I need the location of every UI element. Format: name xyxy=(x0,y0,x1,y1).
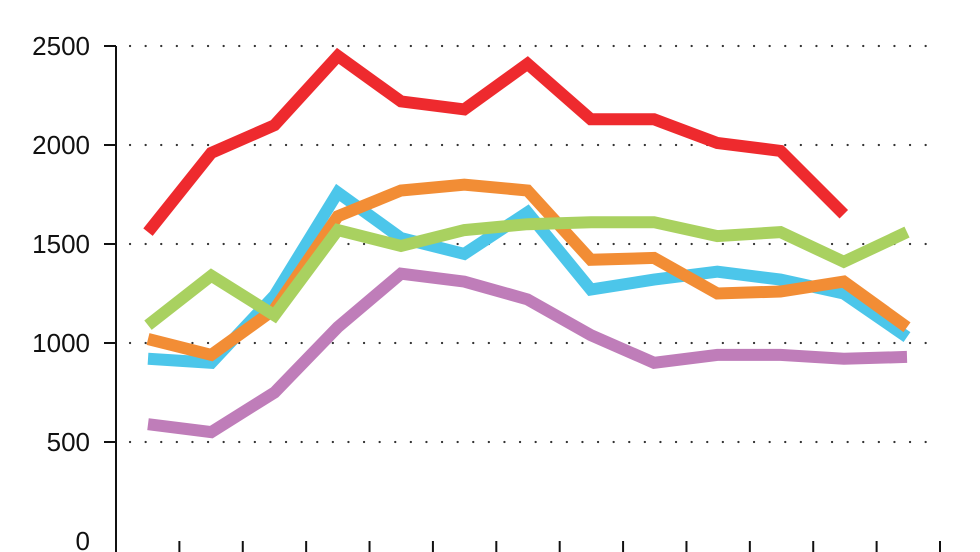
y-tick-labels: 0 500 1000 1500 2000 2500 xyxy=(32,31,90,552)
y-tick-label: 1000 xyxy=(32,328,90,358)
y-tick-label: 0 xyxy=(76,526,90,552)
series-line-1 xyxy=(143,47,849,236)
series-line-4 xyxy=(144,216,910,330)
y-tick-label: 2500 xyxy=(32,31,90,61)
y-tick-label: 2000 xyxy=(32,130,90,160)
series-line-5 xyxy=(147,267,908,439)
axes xyxy=(104,45,941,552)
series-line-2 xyxy=(147,183,911,369)
gridlines xyxy=(128,44,942,444)
y-tick-label: 500 xyxy=(47,427,90,457)
series-lines xyxy=(143,47,911,439)
y-tick-label: 1500 xyxy=(32,229,90,259)
